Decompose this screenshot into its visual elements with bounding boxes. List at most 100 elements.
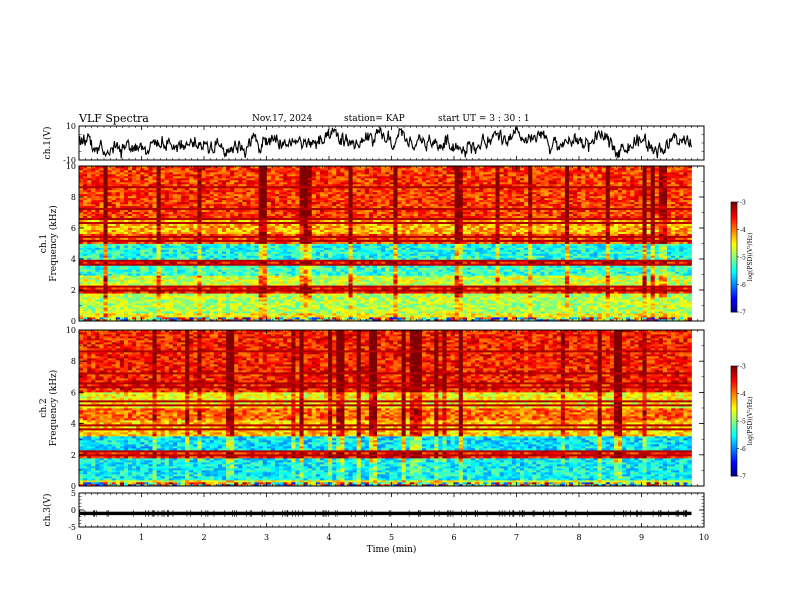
spec1-cell: [197, 317, 201, 319]
spec1-cell: [275, 301, 279, 303]
spec1-cell: [112, 309, 116, 311]
spec1-cell: [344, 299, 348, 301]
spec1-cell: [83, 293, 87, 295]
spec1-cell: [589, 313, 593, 315]
spec1-cell: [393, 315, 397, 317]
spec1-cell: [353, 313, 357, 315]
spec1-cell: [349, 299, 353, 301]
spec1-cell: [132, 301, 136, 303]
spec1-cell: [108, 295, 112, 297]
spec1-cell: [643, 317, 647, 319]
spec1-cell: [479, 309, 483, 311]
spec1-cell: [369, 307, 373, 309]
spec1-cell: [655, 317, 659, 319]
spec1-cell: [516, 307, 520, 309]
spec1-cell: [687, 307, 691, 309]
spec1-cell: [336, 309, 340, 311]
spec1-cell: [291, 309, 295, 311]
spec1-cell: [271, 299, 275, 301]
spec1-cell: [455, 301, 459, 303]
spec1-cell: [475, 301, 479, 303]
spec1-cell: [385, 309, 389, 311]
spec1-cell: [279, 315, 283, 317]
spec1-cell: [549, 307, 553, 309]
spec1-cell: [202, 307, 206, 309]
spec1-cell: [565, 313, 569, 315]
spec1-cell: [659, 317, 663, 319]
spec1-cell: [634, 315, 638, 317]
spec1-cell: [259, 309, 263, 311]
spec1-cell: [406, 299, 410, 301]
spec1-cell: [565, 309, 569, 311]
spec1-cell: [283, 295, 287, 297]
spec1-cell: [210, 315, 214, 317]
spec1-cell: [471, 309, 475, 311]
spec1-cell: [128, 303, 132, 305]
spec1-cell: [206, 293, 210, 295]
spec1-cell: [540, 315, 544, 317]
spec1-cell: [99, 309, 103, 311]
spec1-cell: [369, 299, 373, 301]
spec1-cell: [422, 315, 426, 317]
spec1-cell: [365, 295, 369, 297]
spec1-cell: [447, 317, 451, 319]
spec1-cell: [251, 303, 255, 305]
spec1-cell: [414, 313, 418, 315]
spec1-cell: [553, 303, 557, 305]
spec1-cell: [173, 313, 177, 315]
spec1-cell: [381, 317, 385, 319]
spec1-cell: [528, 309, 532, 311]
spec1-cell: [263, 313, 267, 315]
spec1-cell: [234, 293, 238, 295]
spec1-cell: [87, 309, 91, 311]
spec1-cell: [671, 309, 675, 311]
spec1-cell: [647, 307, 651, 309]
spec1-cell: [528, 295, 532, 297]
spec1-cell: [226, 307, 230, 309]
spec1-cell: [475, 295, 479, 297]
spec1-cell: [214, 317, 218, 319]
spec1-cell: [647, 301, 651, 303]
spec1-cell: [238, 295, 242, 297]
spec1-cell: [153, 295, 157, 297]
spec1-cell: [226, 303, 230, 305]
spec1-cell: [87, 303, 91, 305]
spec1-cell: [210, 301, 214, 303]
spec1-cell: [300, 295, 304, 297]
spec1-cell: [116, 293, 120, 295]
spec1-cell: [377, 299, 381, 301]
spec1-cell: [491, 307, 495, 309]
spec1-cell: [393, 295, 397, 297]
spec1-cell: [169, 303, 173, 305]
spec1-cell: [226, 301, 230, 303]
spec1-cell: [491, 301, 495, 303]
spec1-cell: [267, 301, 271, 303]
spec1-cell: [606, 309, 610, 311]
spec1-cell: [459, 295, 463, 297]
spec1-cell: [304, 295, 308, 297]
spec1-cell: [524, 295, 528, 297]
spec1-cell: [157, 301, 161, 303]
spec1-cell: [312, 313, 316, 315]
spec1-cell: [79, 315, 83, 317]
spec1-cell: [630, 317, 634, 319]
spec1-cell: [340, 303, 344, 305]
spec1-cell: [332, 303, 336, 305]
spec1-cell: [434, 309, 438, 311]
spec1-cell: [340, 295, 344, 297]
spec1-cell: [324, 295, 328, 297]
spec1-cell: [255, 315, 259, 317]
spec1-cell: [255, 303, 259, 305]
spec1-cell: [557, 309, 561, 311]
spec1-cell: [434, 295, 438, 297]
spec1-cell: [471, 317, 475, 319]
spec1-cell: [234, 301, 238, 303]
spec1-cell: [246, 293, 250, 295]
spec1-cell: [581, 313, 585, 315]
spec1-cell: [283, 299, 287, 301]
spec1-cell: [442, 307, 446, 309]
spec1-cell: [79, 307, 83, 309]
spec1-cell: [230, 303, 234, 305]
spec1-cell: [430, 303, 434, 305]
spec1-cell: [230, 299, 234, 301]
